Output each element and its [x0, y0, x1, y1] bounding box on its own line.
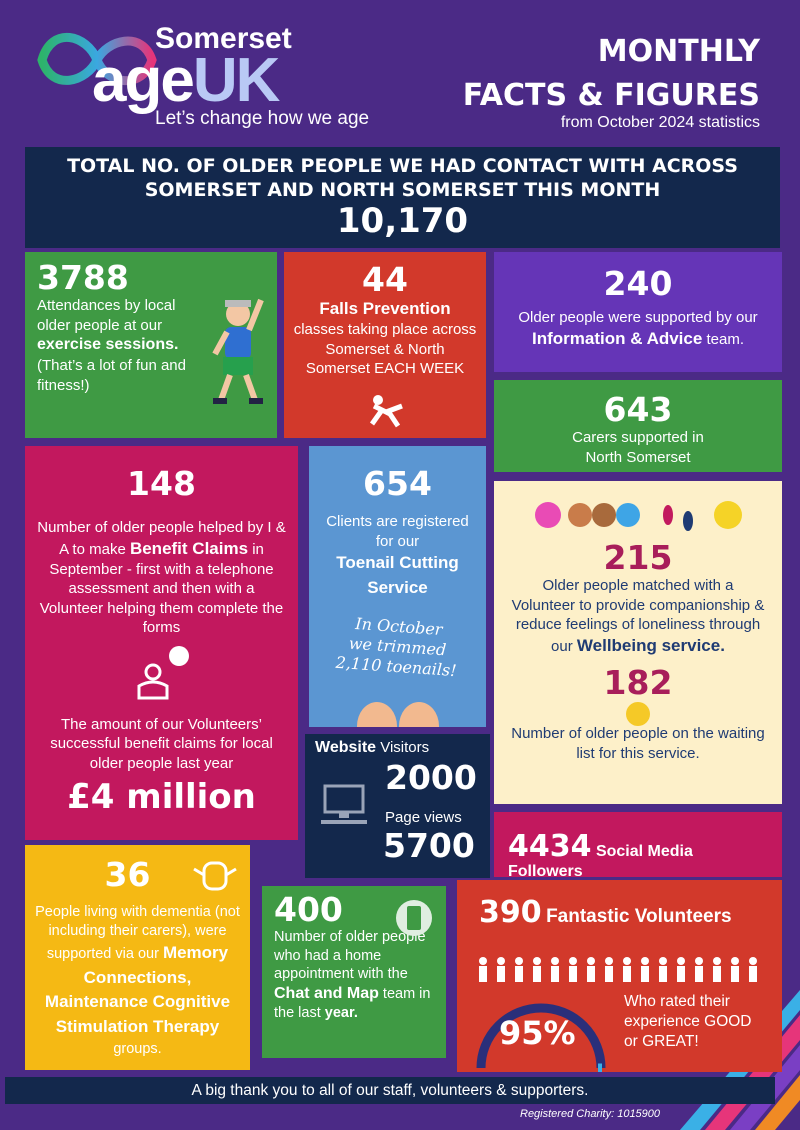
volunteers-tile: 390 Fantastic Volunteers	[457, 880, 782, 1072]
stat-number: 4434	[508, 829, 592, 864]
text: in September - first with a telephone as…	[39, 540, 284, 637]
stat-number: 2000	[385, 758, 477, 797]
stat-number: 643	[603, 390, 673, 429]
exercise-tile: 3788 Attendances by local older people a…	[25, 252, 277, 438]
text: Clients are registered for our	[326, 513, 469, 550]
text: team in the last	[274, 985, 431, 1022]
stat-number: 36	[104, 855, 151, 894]
title: MONTHLY FACTS & FIGURES	[463, 30, 760, 117]
stat-number: 44	[362, 260, 408, 299]
stat-number: 5700	[383, 826, 475, 865]
stat-number: 148	[127, 464, 196, 503]
stat-number: 390	[479, 895, 542, 930]
social-tile: 4434 Social Media Followers	[494, 812, 782, 880]
text: Visitors	[380, 739, 430, 756]
bold-text: Chat and Map	[274, 984, 379, 1002]
dementia-tile: 36 People living with dementia (not incl…	[25, 845, 250, 1070]
bold-text: Fantastic Volunteers	[546, 906, 732, 927]
title-line: FACTS & FIGURES	[462, 77, 760, 113]
stat-text: Number of older people on the waiting li…	[511, 725, 765, 762]
bold-text: Wellbeing service.	[576, 635, 725, 655]
charity-number: Registered Charity: 1015900	[520, 1108, 661, 1120]
toenail-tile: 654 Clients are registered for our Toena…	[309, 446, 486, 727]
rating-gauge	[476, 1003, 606, 1072]
benefits-icon	[137, 645, 189, 700]
bold-text: exercise sessions.	[37, 336, 179, 354]
brain-icon	[193, 861, 237, 891]
tagline: Let’s change how we age	[155, 108, 370, 129]
brand: Somerset	[155, 22, 292, 55]
text: Older people were supported by our	[518, 309, 758, 327]
wellbeing-tile: 215 Older people matched with a Voluntee…	[494, 481, 782, 804]
toenail-note: In October we trimmed 2,110 toenails!	[315, 611, 480, 682]
carers-tile: 643 Carers supported in North Somerset	[494, 380, 782, 472]
bold-text: Social Media Followers	[508, 843, 693, 880]
stat-text: Website Visitors	[315, 738, 429, 759]
stat-text: People living with dementia (not includi…	[33, 903, 242, 1058]
logo-age: age	[92, 46, 195, 115]
stat-text: Clients are registered for our Toenail C…	[317, 512, 478, 600]
logo-text: ageUK	[92, 50, 280, 112]
subtitle: from October 2024 statistics	[560, 114, 760, 131]
text: People living with dementia (not includi…	[35, 904, 240, 962]
percent: 95%	[499, 1014, 576, 1052]
banner-number: 10,170	[336, 200, 469, 241]
feet-icon	[357, 702, 439, 727]
bold-text: Information & Advice	[531, 328, 703, 348]
bold-text: Falls Prevention	[319, 299, 451, 319]
website-tile: Website Visitors 2000 Page views 5700	[305, 734, 490, 878]
bold-text: Benefit Claims	[129, 538, 249, 558]
phone-icon	[396, 900, 432, 936]
falls-tile: 44 Falls Prevention classes taking place…	[284, 252, 486, 438]
footer-bar: A big thank you to all of our staff, vol…	[5, 1077, 775, 1104]
stat-number: 182	[603, 662, 673, 702]
logo-uk: UK	[192, 46, 281, 115]
bold-text: Toenail Cutting Service	[336, 553, 459, 597]
stat-text: The amount of our Volunteers’ successful…	[50, 715, 273, 772]
stat-text: Carers supported in North Somerset	[572, 429, 704, 466]
stat-text: Number of older people helped by I & A t…	[37, 518, 286, 638]
stat-text: Falls Prevention classes taking place ac…	[292, 298, 478, 379]
amount: £4 million	[67, 777, 256, 818]
bold-text: Website	[315, 739, 377, 756]
banner: TOTAL NO. OF OLDER PEOPLE WE HAD CONTACT…	[25, 147, 780, 248]
stat-number: 215	[603, 538, 673, 577]
benefits-tile: 148 Number of older people helped by I &…	[25, 446, 298, 840]
text: Older people matched with a Volunteer to…	[511, 577, 765, 655]
stat-number: 400	[274, 890, 343, 929]
title-line: MONTHLY	[597, 34, 760, 69]
stat-text: Older people were supported by our Infor…	[504, 308, 772, 350]
advice-tile: 240 Older people were supported by our I…	[494, 252, 782, 372]
falls-icon	[369, 395, 403, 428]
text: Attendances by local older people at our	[37, 297, 176, 334]
bold-text: year.	[324, 1005, 358, 1022]
banner-heading: TOTAL NO. OF OLDER PEOPLE WE HAD CONTACT…	[67, 155, 738, 201]
exercise-figure	[212, 298, 264, 404]
text: groups.	[113, 1040, 162, 1057]
logo-swirl	[37, 33, 157, 86]
emoji-row	[535, 501, 742, 531]
volunteers-heading: 390 Fantastic Volunteers	[479, 896, 732, 929]
stat-text: Older people matched with a Volunteer to…	[510, 576, 766, 657]
bold-text: Memory Connections, Maintenance Cognitiv…	[44, 942, 231, 1036]
text: Number of older people who had a home ap…	[274, 929, 426, 983]
sad-emoji	[626, 702, 650, 727]
text: team.	[706, 330, 745, 348]
stat-text: Attendances by local older people at our…	[37, 296, 197, 395]
stat-number: 654	[363, 464, 432, 503]
text: (That’s a lot of fun and fitness!)	[37, 357, 186, 394]
stat-text: Who rated their experience GOOD or GREAT…	[624, 993, 752, 1051]
people-icons	[479, 957, 757, 982]
chat-map-tile: 400 Number of older people who had a hom…	[262, 886, 446, 1058]
text: classes taking place across Somerset & N…	[293, 321, 477, 378]
stat-text: Number of older people who had a home ap…	[274, 928, 434, 1023]
computer-icon	[321, 784, 367, 824]
stat-number: 3788	[37, 258, 129, 297]
text: Number of older people helped by I & A t…	[37, 519, 286, 558]
stat-number: 240	[603, 264, 673, 303]
stat-text: Page views	[385, 809, 462, 826]
